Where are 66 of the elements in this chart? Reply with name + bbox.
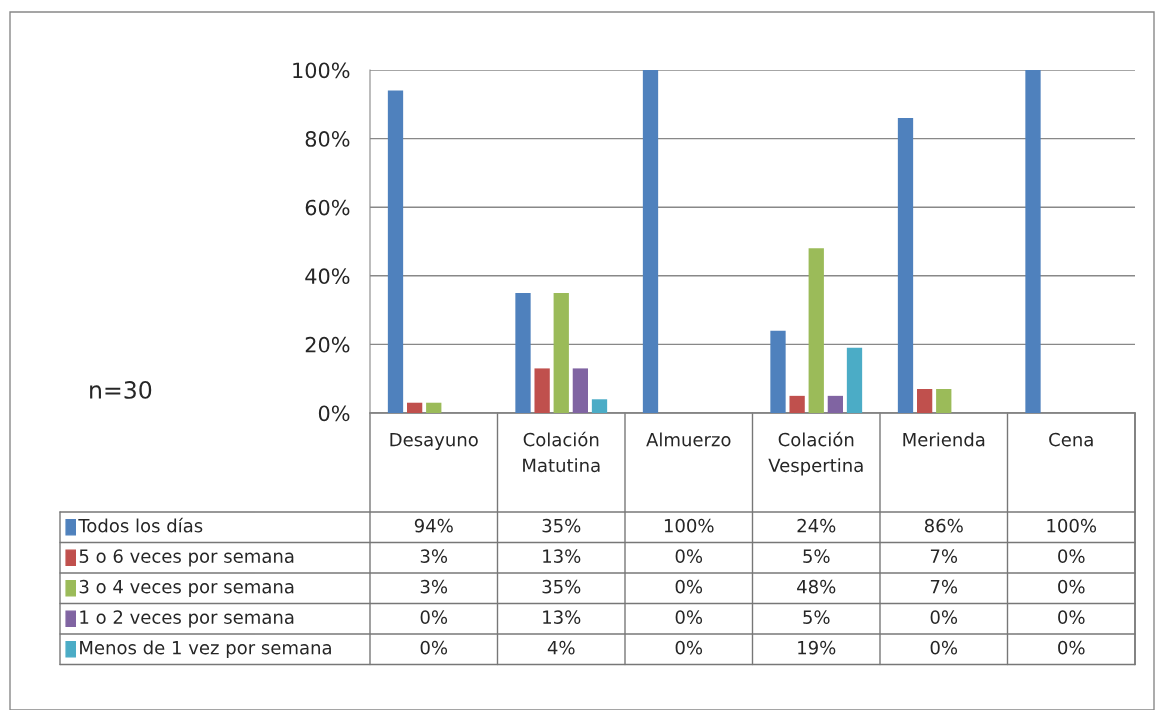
data-label: 100% xyxy=(664,518,714,533)
bar xyxy=(553,292,569,413)
legend-label: Todos los días xyxy=(78,517,203,533)
x-tick-label: Almuerzo xyxy=(646,432,731,447)
data-label: 13% xyxy=(543,549,581,563)
y-tick-label: 0% xyxy=(318,405,350,422)
data-label: 0% xyxy=(930,640,958,655)
legend-label: 1 o 2 veces por semana xyxy=(80,610,294,628)
data-label: 3% xyxy=(420,549,448,563)
data-label: 0% xyxy=(930,610,958,624)
data-label: 0% xyxy=(1058,579,1085,594)
x-tick-label: Colación Matutina xyxy=(523,431,600,473)
data-label: 24% xyxy=(797,518,836,533)
bar xyxy=(789,395,805,413)
data-label: 94% xyxy=(414,518,453,533)
bar xyxy=(827,395,844,413)
data-label: 0% xyxy=(420,640,448,655)
text: n=30 xyxy=(90,380,152,399)
data-label: 35% xyxy=(542,579,581,594)
x-tick-label: Desayuno xyxy=(390,433,478,450)
data-label: 13% xyxy=(543,610,581,624)
bar xyxy=(936,388,952,413)
data-label: 4% xyxy=(547,640,575,655)
bar xyxy=(808,248,824,413)
data-label: 0% xyxy=(675,640,703,655)
data-label: 0% xyxy=(675,610,703,624)
bar xyxy=(642,70,659,413)
bar xyxy=(916,388,933,413)
bar xyxy=(426,402,442,413)
x-tick-label: Merienda xyxy=(903,432,985,447)
bar xyxy=(846,347,863,413)
legend-label: Menos de 1 vez por semana xyxy=(80,640,331,658)
bar xyxy=(515,292,531,413)
data-label: 86% xyxy=(924,518,963,533)
bar xyxy=(591,399,608,413)
legend-label: 5 o 6 veces por semana xyxy=(79,549,294,567)
data-label: 100% xyxy=(1047,518,1097,533)
x-tick-label: Cena xyxy=(1049,432,1093,447)
y-tick-label: 100% xyxy=(293,62,350,79)
data-label: 0% xyxy=(675,549,703,563)
bar xyxy=(387,90,404,413)
bar xyxy=(572,368,589,413)
data-label: 0% xyxy=(1058,610,1085,624)
data-label: 0% xyxy=(1058,549,1085,563)
data-label: 0% xyxy=(420,610,448,624)
x-tick-label: Colación Vespertina xyxy=(768,431,863,476)
data-label: 48% xyxy=(797,579,836,594)
legend-label: 3 o 4 veces por semana xyxy=(79,579,294,597)
bar xyxy=(406,402,423,413)
data-label: 0% xyxy=(1058,640,1085,655)
bar xyxy=(1025,70,1041,413)
data-label: 5% xyxy=(803,610,830,624)
y-tick-label: 20% xyxy=(305,336,350,353)
data-label: 0% xyxy=(675,579,703,594)
y-tick-label: 80% xyxy=(305,131,350,147)
data-label: 7% xyxy=(930,549,958,563)
data-label: 5% xyxy=(803,549,830,563)
bar xyxy=(534,368,550,413)
data-label: 35% xyxy=(542,518,581,533)
y-tick-label: 40% xyxy=(305,268,350,285)
data-label: 19% xyxy=(798,640,836,655)
bar xyxy=(897,118,914,413)
data-label: 7% xyxy=(930,579,958,594)
bar xyxy=(770,330,786,413)
data-label: 3% xyxy=(420,579,448,594)
y-tick-label: 60% xyxy=(305,199,350,216)
